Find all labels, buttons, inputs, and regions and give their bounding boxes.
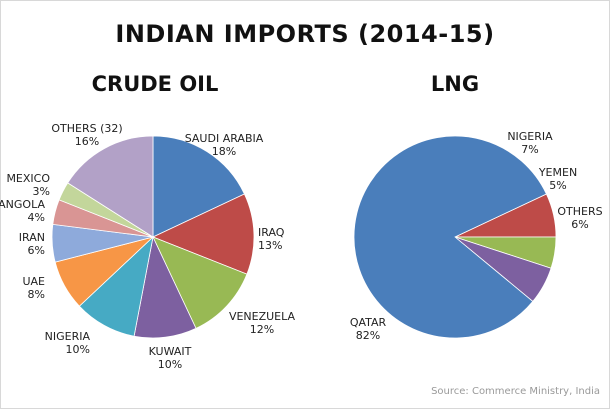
crude-label-angola: ANGOLA 4%: [0, 198, 45, 224]
source-note: Source: Commerce Ministry, India: [431, 386, 600, 397]
crude-label-saudi-arabia: SAUDI ARABIA 18%: [185, 132, 264, 158]
crude-label-uae: UAE 8%: [22, 275, 45, 301]
chart-title: INDIAN IMPORTS (2014-15): [115, 20, 495, 48]
crude-slice-saudi-arabia: [152, 135, 245, 238]
lng-slice-qatar: [353, 135, 547, 339]
crude-oil-title: CRUDE OIL: [91, 72, 219, 96]
crude-label-mexico: MEXICO 3%: [6, 172, 50, 198]
lng-label-others: OTHERS 6%: [557, 205, 602, 231]
crude-slice-others-32: [67, 135, 154, 238]
lng-label-qatar: QATAR 82%: [350, 316, 387, 342]
lng-label-yemen: YEMEN 5%: [538, 166, 577, 192]
crude-label-iran: IRAN 6%: [19, 231, 45, 257]
lng-title: LNG: [430, 72, 480, 96]
crude-label-venezuela: VENEZUELA 12%: [229, 310, 296, 336]
crude-slice-iraq: [151, 193, 255, 275]
crude-label-iraq: IRAQ 13%: [258, 226, 285, 252]
lng-label-nigeria: NIGERIA 7%: [507, 130, 553, 156]
crude-oil-pie: SAUDI ARABIA 18% IRAQ 13% VENEZUELA 12% KUWAIT…: [0, 122, 296, 371]
lng-pie: NIGERIA 7% YEMEN 5% OTHERS 6% QATAR 82%: [350, 130, 603, 342]
crude-label-kuwait: KUWAIT 10%: [149, 345, 192, 371]
crude-label-others-32: OTHERS (32) 16%: [51, 122, 122, 148]
crude-slice-venezuela: [152, 236, 248, 329]
crude-label-nigeria: NIGERIA 10%: [45, 330, 91, 356]
